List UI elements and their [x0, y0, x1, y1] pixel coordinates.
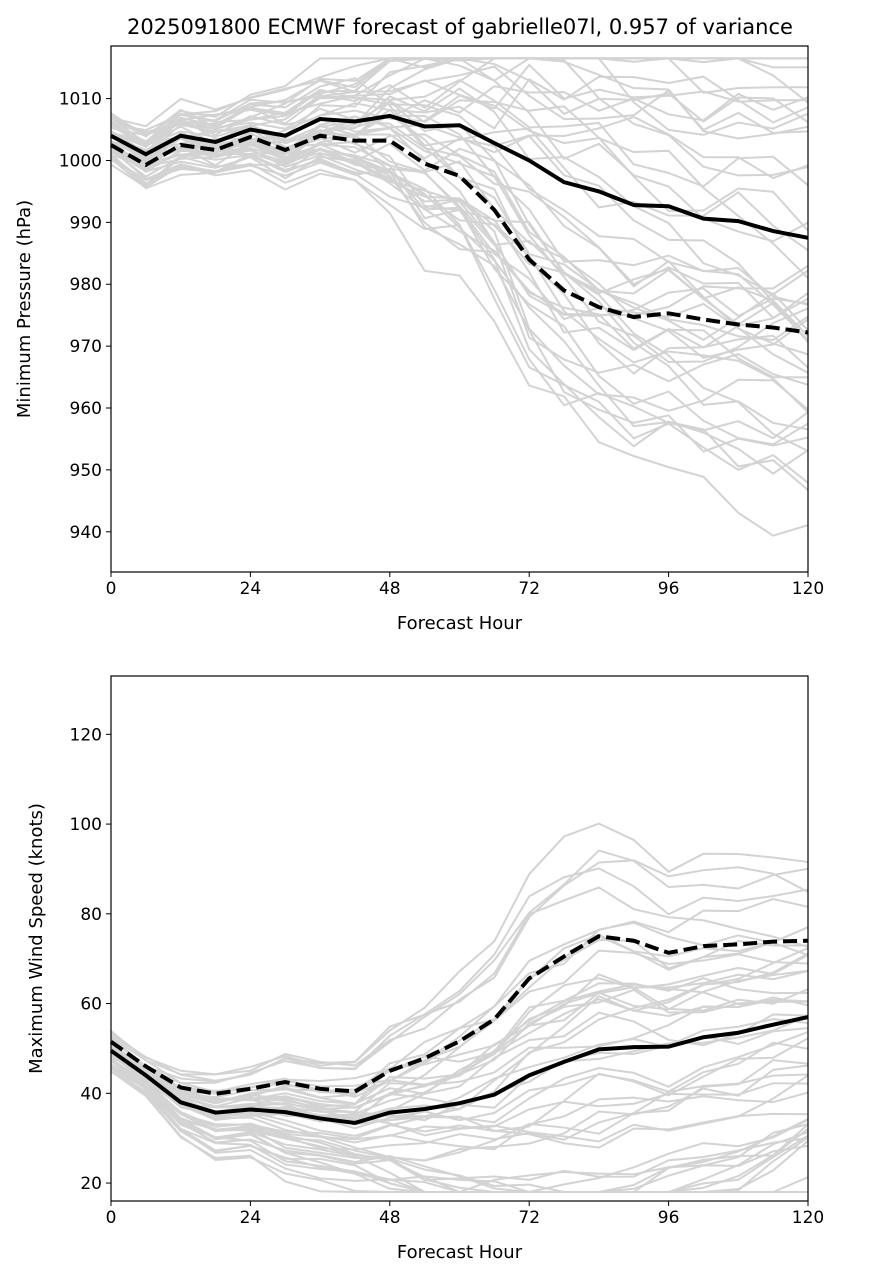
- x-tick-label: 96: [658, 1208, 680, 1228]
- x-tick-label: 48: [379, 1208, 401, 1228]
- y-tick-label: 40: [80, 1084, 102, 1104]
- x-tick-label: 0: [106, 1208, 117, 1228]
- ensemble-member-line: [110, 1058, 809, 1194]
- ensemble-mean-line: [110, 113, 809, 240]
- y-axis-label: Maximum Wind Speed (knots): [26, 803, 47, 1074]
- ensemble-member-line: [110, 99, 809, 232]
- x-tick-label: 24: [240, 579, 262, 599]
- ensemble-member-line: [110, 996, 809, 1109]
- ensemble-member-line: [110, 822, 809, 1076]
- ensemble-mean-line: [109, 1015, 809, 1125]
- ensemble-member-line: [110, 163, 809, 484]
- y-tick-label: 1010: [59, 90, 102, 110]
- x-tick-label: 0: [106, 579, 117, 599]
- ensemble-member-line: [110, 78, 809, 188]
- ensemble-member-line: [110, 143, 809, 491]
- ensemble-member-line: [110, 114, 809, 363]
- ensemble-member-line: [110, 119, 809, 320]
- chart-title: 2025091800 ECMWF forecast of gabrielle07…: [127, 15, 793, 39]
- ensemble-member-line: [110, 158, 809, 360]
- principal-component-line: [109, 934, 809, 1096]
- axes-frame: [110, 675, 809, 1202]
- x-tick-label: 72: [518, 579, 540, 599]
- x-tick-label: 24: [240, 1208, 262, 1228]
- ensemble-member-line: [110, 147, 809, 537]
- y-tick-label: 1000: [59, 151, 102, 171]
- y-tick-label: 970: [70, 337, 102, 357]
- ensemble-member-line: [110, 1063, 809, 1194]
- y-tick-label: 990: [70, 213, 102, 233]
- ensemble-member-line: [110, 1059, 809, 1149]
- ensemble-member-line: [110, 65, 809, 137]
- ensemble-member-line: [110, 137, 809, 317]
- x-tick-label: 120: [792, 579, 824, 599]
- x-axis-label: Forecast Hour: [397, 1242, 523, 1263]
- axes-frame: [110, 45, 809, 573]
- ensemble-member-line: [110, 142, 809, 374]
- ensemble-member-line: [110, 954, 809, 1115]
- y-tick-label: 120: [70, 725, 102, 745]
- x-tick-label: 96: [658, 579, 680, 599]
- panel-1: 0 24 48 72 96 120 940 950 960 970 980 990 1000 1010 Fo…: [14, 15, 824, 634]
- ensemble-member-line: [110, 148, 809, 356]
- principal-component-line: [110, 133, 809, 335]
- y-axis-label: Minimum Pressure (hPa): [14, 200, 35, 418]
- y-tick-label: 940: [70, 523, 102, 543]
- x-tick-label: 120: [792, 1208, 824, 1228]
- x-tick-label: 48: [379, 579, 401, 599]
- y-tick-label: 960: [70, 399, 102, 419]
- y-tick-label: 80: [80, 905, 102, 925]
- y-tick-label: 100: [70, 815, 102, 835]
- ensemble-member-line: [110, 85, 809, 138]
- ensemble-member-line: [110, 57, 809, 132]
- ensemble-member-line: [110, 154, 809, 412]
- ensemble-member-line: [110, 859, 809, 1076]
- y-tick-label: 980: [70, 275, 102, 295]
- panel-2: 0 24 48 72 96 120 20 40 60 80 100 120 Forecast Hour M…: [26, 675, 824, 1263]
- y-tick-label: 20: [80, 1174, 102, 1194]
- ensemble-member-line: [110, 57, 809, 243]
- ensemble-member-line: [110, 886, 809, 1083]
- y-tick-label: 60: [80, 995, 102, 1015]
- x-tick-label: 72: [518, 1208, 540, 1228]
- x-axis-label: Forecast Hour: [397, 613, 523, 634]
- y-tick-label: 950: [70, 461, 102, 481]
- ensemble-member-line: [110, 79, 809, 279]
